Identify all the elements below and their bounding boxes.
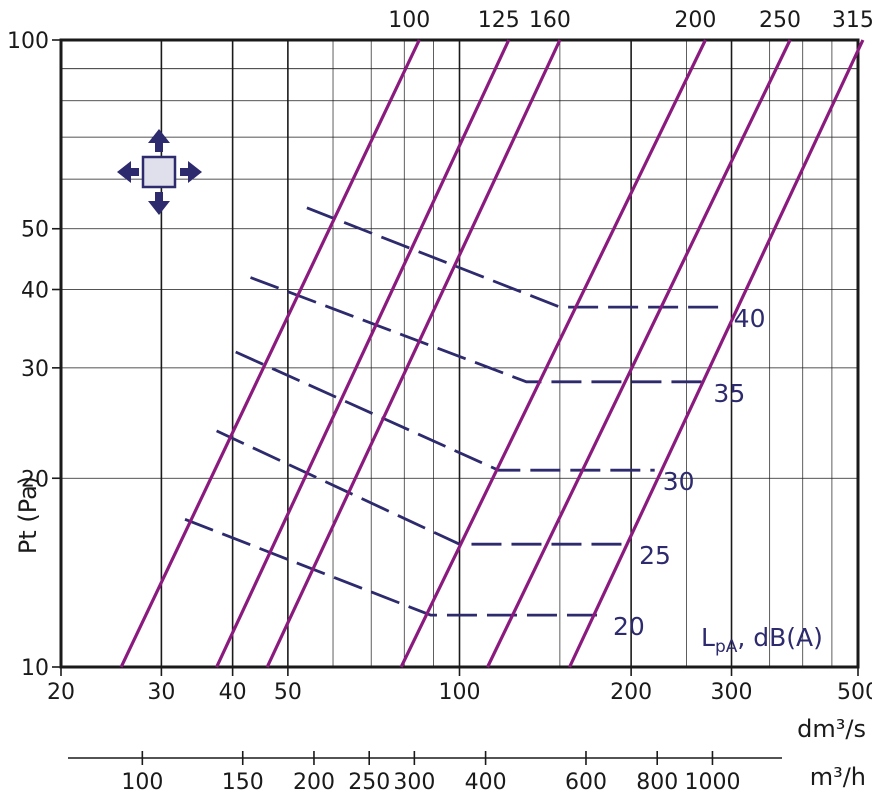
x2-tick-label: 300 [393, 770, 435, 795]
x-tick-label: 100 [439, 680, 481, 705]
x-tick-label: 200 [610, 680, 652, 705]
x-tick-label: 40 [219, 680, 247, 705]
x-tick-label: 50 [274, 680, 302, 705]
legend-subscript: pA [715, 637, 738, 657]
diffuser-size-label: 250 [759, 8, 801, 33]
x-axis-title: dm³/s [797, 715, 866, 743]
x2-tick-label: 1000 [684, 770, 740, 795]
x-tick-label: 300 [711, 680, 753, 705]
y-tick-label: 30 [21, 357, 49, 382]
sound-level-labels: 20 25 30 35 40 [613, 304, 765, 641]
x2-tick-label: 150 [222, 770, 264, 795]
sound-level-line [184, 517, 605, 617]
sound-level-line [216, 429, 632, 546]
sound-level-label: 25 [639, 541, 671, 570]
diffuser-line [399, 39, 707, 668]
diffuser-size-labels: 100 125 160 200 250 315 [388, 8, 872, 33]
legend-label: LpA, dB(A) [701, 623, 823, 657]
x2-tick-label: 600 [565, 770, 607, 795]
x-tick-label: 20 [47, 680, 75, 705]
sound-level-label: 30 [663, 467, 695, 496]
x2-tick-label: 800 [636, 770, 678, 795]
y-tick-label: 50 [21, 218, 49, 243]
diffuser-size-label: 125 [478, 8, 520, 33]
x2-tick-label: 200 [293, 770, 335, 795]
x-tick-label: 30 [147, 680, 175, 705]
y-axis-title: Pt (Pa) [14, 476, 42, 554]
y-tick-label: 10 [21, 656, 49, 681]
sound-level-label: 40 [734, 304, 766, 333]
diffuser-size-label: 100 [388, 8, 430, 33]
diffuser-line [215, 39, 511, 668]
x2-axis-title: m³/h [810, 763, 866, 791]
y-tick-label: 20 [21, 467, 49, 492]
x2-tick-label: 250 [348, 770, 390, 795]
legend-text: L [701, 623, 715, 652]
four-way-arrows-icon [117, 129, 202, 215]
legend-suffix: , dB(A) [737, 623, 823, 652]
diffuser-line [265, 39, 562, 668]
y-tick-label: 40 [21, 279, 49, 304]
x-axis-m3h: 100 150 200 250 300 400 600 800 1000 [68, 751, 782, 795]
y-axis-pt: 10 20 30 40 50 100 [7, 29, 61, 681]
diffuser-line [568, 39, 865, 668]
sound-level-line [250, 276, 706, 384]
x-axis-dm3s: 20 30 40 50 100 200 300 500 [47, 667, 872, 705]
x2-tick-label: 400 [465, 770, 507, 795]
sound-level-label: 35 [713, 379, 745, 408]
grid [59, 38, 860, 669]
diffuser-size-label: 315 [832, 8, 872, 33]
x2-tick-label: 100 [121, 770, 163, 795]
diffuser-line [119, 39, 421, 668]
x-tick-label: 500 [837, 680, 872, 705]
y-tick-label: 100 [7, 29, 49, 54]
sound-level-line [306, 206, 726, 309]
diffuser-line [486, 39, 792, 668]
sound-level-label: 20 [613, 612, 645, 641]
diffuser-size-label: 200 [674, 8, 716, 33]
diffuser-size-lines [119, 39, 865, 668]
diffuser-size-label: 160 [529, 8, 571, 33]
